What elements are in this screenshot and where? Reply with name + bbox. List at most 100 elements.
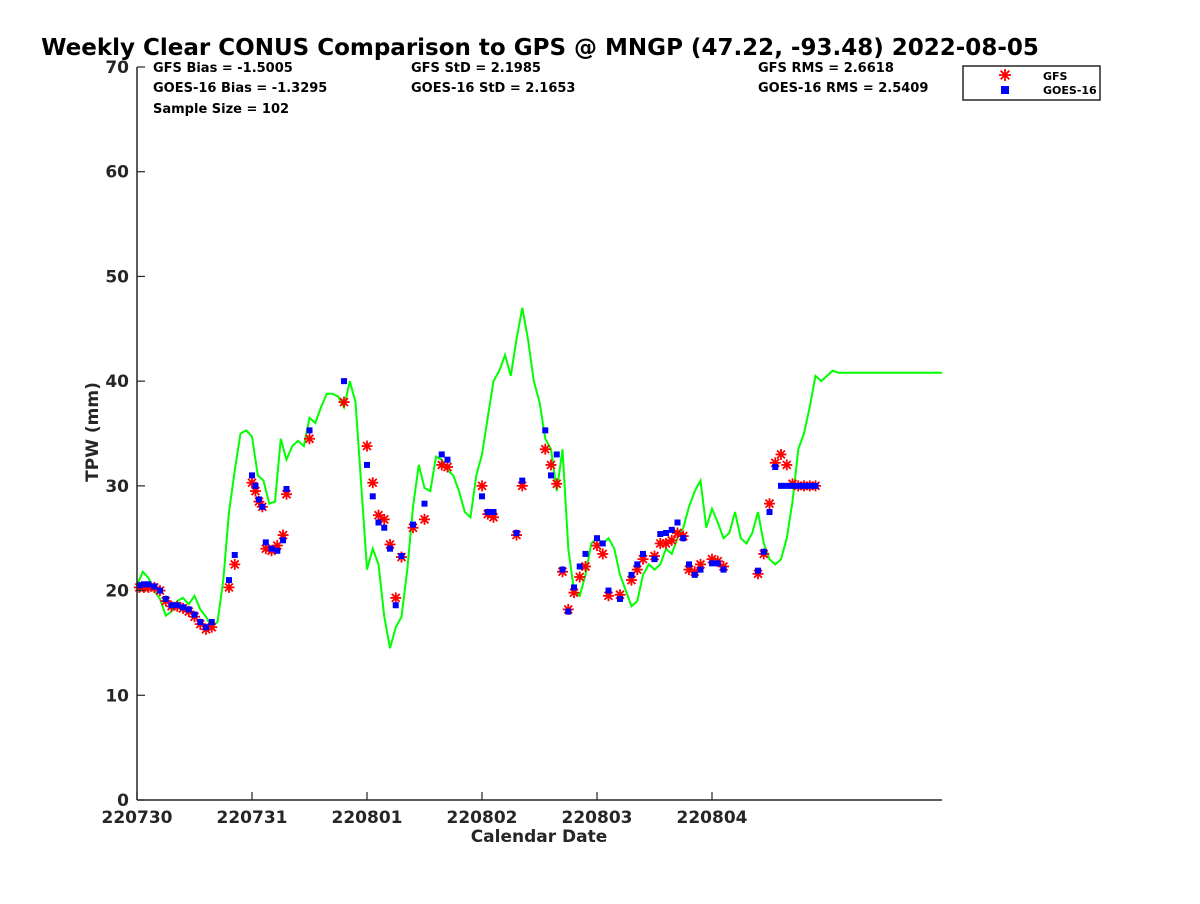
series-line-gps: [136, 307, 942, 649]
sample-size-stat: Sample Size = 102: [153, 102, 289, 117]
goes-point: [668, 526, 675, 533]
goes-point: [559, 566, 566, 573]
goes-point: [157, 587, 163, 594]
goes-point: [789, 482, 796, 489]
gfs-point: [551, 478, 563, 490]
goes-point: [778, 482, 784, 489]
goes-point: [680, 535, 687, 542]
gfs-point: [229, 558, 241, 570]
goes-point: [484, 509, 491, 516]
x-tick-label: 220801: [332, 808, 403, 828]
goes-point: [421, 500, 428, 507]
goes-point: [398, 553, 405, 560]
goes-point: [565, 608, 572, 615]
goes-point: [766, 509, 773, 516]
goes-point: [231, 551, 238, 558]
legend-gfs-asterisk: [999, 69, 1011, 81]
x-axis-label: Calendar Date: [471, 827, 608, 847]
gfs-point: [442, 461, 453, 473]
goes-point: [444, 456, 451, 463]
goes-point: [306, 427, 313, 434]
gfs-point: [775, 448, 787, 460]
gfs-rms-stat: GFS RMS = 2.6618: [758, 61, 894, 76]
goes-point: [657, 531, 664, 538]
x-tick-label: 220802: [447, 808, 518, 828]
goes-point: [410, 521, 416, 528]
goes-point: [259, 503, 266, 510]
gfs-std-stat: GFS StD = 2.1985: [411, 61, 541, 76]
gfs-point: [781, 459, 793, 471]
y-tick-label: 30: [105, 477, 129, 497]
gfs-point: [361, 440, 373, 452]
goes-point: [783, 482, 790, 489]
goes-point: [691, 571, 698, 578]
gfs-point: [378, 513, 390, 525]
goes-bias-stat: GOES-16 Bias = -1.3295: [153, 81, 327, 96]
gfs-point: [367, 477, 379, 489]
goes-point: [599, 540, 606, 547]
y-tick-label: 0: [117, 791, 129, 811]
goes-point: [341, 378, 347, 385]
gfs-point: [338, 396, 350, 408]
legend-goes-label: GOES-16: [1043, 84, 1097, 97]
goes-point: [364, 461, 370, 468]
legend-gfs-marker: [999, 69, 1011, 81]
goes-point: [375, 519, 382, 526]
goes-point: [438, 451, 445, 458]
goes-point: [136, 582, 143, 589]
goes-point: [191, 611, 198, 618]
goes-point: [283, 485, 290, 492]
goes-point: [203, 624, 209, 631]
goes-point: [513, 529, 520, 536]
goes-point: [812, 482, 819, 489]
y-tick-label: 40: [105, 372, 129, 392]
goes-point: [162, 595, 169, 602]
gfs-point: [539, 443, 551, 455]
goes-point: [806, 482, 813, 489]
goes-point: [709, 560, 715, 567]
goes-point: [381, 524, 388, 531]
stats-block: GFS Bias = -1.5005 GOES-16 Bias = -1.329…: [153, 61, 928, 117]
goes-point: [594, 535, 600, 542]
y-tick-label: 70: [105, 58, 129, 78]
goes-point: [140, 581, 147, 588]
goes-point: [249, 472, 255, 479]
gfs-point: [666, 534, 678, 546]
goes-point: [262, 539, 269, 546]
goes-rms-stat: GOES-16 RMS = 2.5409: [758, 81, 928, 96]
goes-point: [772, 464, 779, 471]
gfs-point: [597, 548, 609, 560]
goes-point: [369, 493, 376, 500]
goes-point: [387, 545, 393, 552]
goes-point: [252, 482, 259, 489]
goes-point: [686, 561, 692, 568]
goes-point: [634, 561, 641, 568]
goes-point: [490, 509, 497, 516]
goes-point: [801, 482, 807, 489]
goes-point: [268, 545, 275, 552]
gfs-point: [764, 498, 775, 510]
legend: GFS GOES-16: [962, 65, 1101, 101]
goes-point: [720, 566, 727, 573]
x-tick-label: 220731: [217, 808, 288, 828]
goes-point: [760, 548, 767, 555]
goes-point: [651, 556, 658, 563]
goes-point: [617, 595, 623, 602]
goes-std-stat: GOES-16 StD = 2.1653: [411, 81, 575, 96]
goes-point: [542, 427, 549, 434]
gfs-point: [580, 560, 591, 572]
goes-point: [663, 529, 669, 536]
goes-point: [180, 604, 186, 611]
goes-point: [479, 493, 485, 500]
goes-point: [795, 482, 802, 489]
gfs-point: [304, 433, 315, 445]
chart-title: Weekly Clear CONUS Comparison to GPS @ M…: [41, 35, 1039, 61]
goes-point: [208, 618, 215, 625]
y-axis-label: TPW (mm): [83, 382, 103, 482]
goes-point: [274, 547, 281, 554]
y-tick-label: 50: [105, 267, 129, 287]
goes-point: [605, 587, 612, 594]
goes-point: [674, 519, 681, 526]
goes-point: [628, 571, 635, 578]
